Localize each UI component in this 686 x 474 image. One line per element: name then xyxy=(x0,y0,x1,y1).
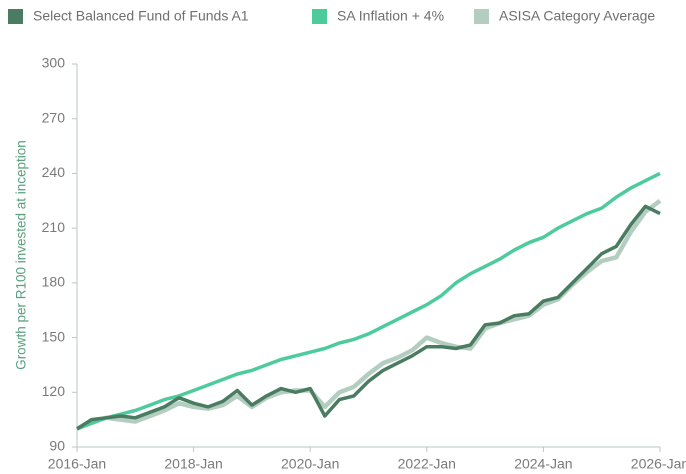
y-tick-label: 150 xyxy=(42,328,66,344)
legend-label: ASISA Category Average xyxy=(499,8,655,24)
legend-label: Select Balanced Fund of Funds A1 xyxy=(33,8,249,24)
y-tick-label: 300 xyxy=(42,55,66,71)
legend-swatch xyxy=(474,9,489,24)
y-axis-label: Growth per R100 invested at inception xyxy=(14,140,29,370)
x-tick-label: 2016-Jan xyxy=(48,456,106,472)
x-tick-label: 2024-Jan xyxy=(514,456,572,472)
y-tick-label: 270 xyxy=(42,109,66,125)
x-tick-label: 2026-Jan xyxy=(631,456,686,472)
y-tick-label: 210 xyxy=(42,219,66,235)
line-series xyxy=(75,198,662,431)
legend-swatch xyxy=(312,9,327,24)
x-tick-label: 2018-Jan xyxy=(164,456,222,472)
line-series xyxy=(76,171,661,431)
x-tick-label: 2022-Jan xyxy=(398,456,456,472)
y-tick-label: 90 xyxy=(49,438,65,454)
x-tick-label: 2020-Jan xyxy=(281,456,339,472)
legend-label: SA Inflation + 4% xyxy=(337,8,444,24)
y-tick-label: 120 xyxy=(42,383,66,399)
y-tick-label: 180 xyxy=(42,274,66,290)
legend-swatch xyxy=(8,9,23,24)
y-tick-label: 240 xyxy=(42,164,66,180)
line-series xyxy=(76,204,661,431)
